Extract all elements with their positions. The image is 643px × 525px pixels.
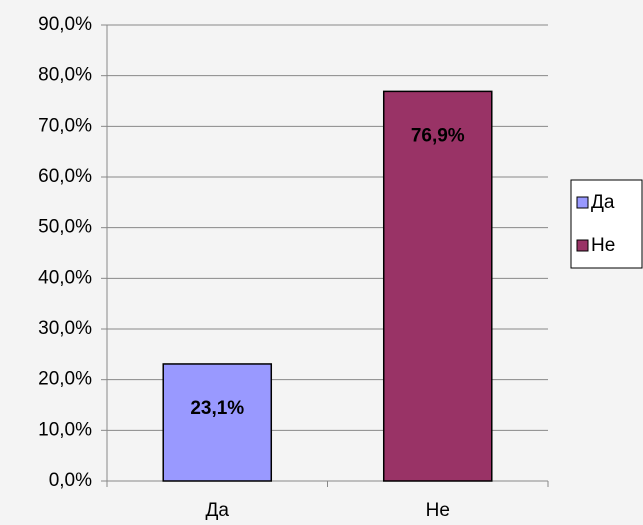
y-tick-label: 60,0% bbox=[38, 166, 92, 187]
y-tick-label: 30,0% bbox=[38, 318, 92, 339]
bar bbox=[162, 363, 273, 482]
y-tick-label: 0,0% bbox=[49, 470, 92, 491]
bar bbox=[382, 90, 493, 482]
y-tick-label: 80,0% bbox=[38, 65, 92, 86]
legend-label: Да bbox=[591, 192, 615, 213]
y-tick-label: 70,0% bbox=[38, 115, 92, 136]
data-label: 76,9% bbox=[411, 125, 465, 146]
y-tick-label: 40,0% bbox=[38, 267, 92, 288]
legend-swatch bbox=[576, 239, 589, 252]
y-tick-label: 90,0% bbox=[38, 14, 92, 35]
legend-label: Не bbox=[591, 235, 615, 256]
legend-box bbox=[570, 179, 643, 269]
y-tick-label: 10,0% bbox=[38, 419, 92, 440]
x-tick-label: Да bbox=[206, 500, 230, 521]
data-label: 23,1% bbox=[190, 398, 244, 419]
x-tick-label: Не bbox=[426, 500, 450, 521]
y-tick-label: 20,0% bbox=[38, 369, 92, 390]
y-tick-label: 50,0% bbox=[38, 217, 92, 238]
legend-swatch bbox=[576, 196, 589, 209]
